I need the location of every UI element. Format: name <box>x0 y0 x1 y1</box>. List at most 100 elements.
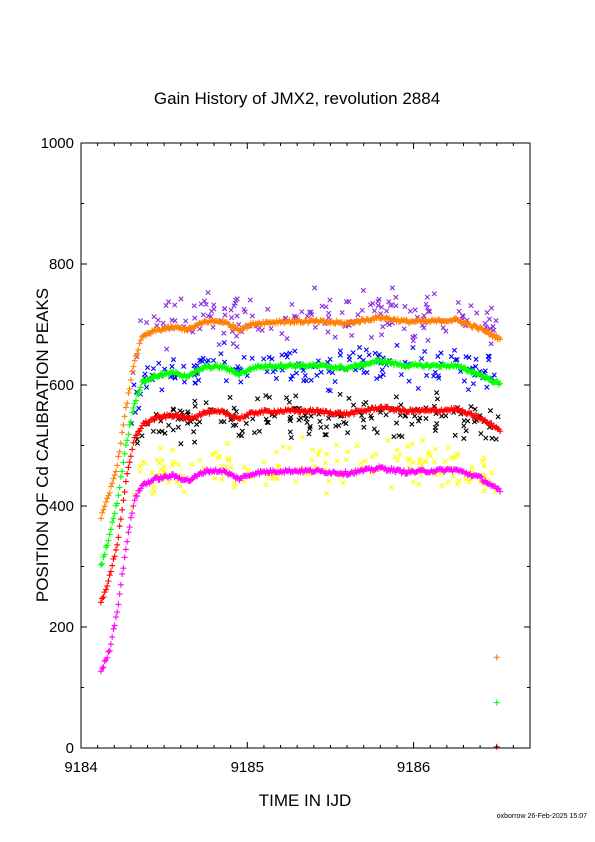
scatter-point <box>419 355 425 362</box>
smooth-point <box>467 321 474 328</box>
smooth-point <box>117 516 124 523</box>
y-tick-label: 1000 <box>41 135 74 152</box>
scatter-point <box>465 386 471 393</box>
scatter-point <box>412 307 418 313</box>
scatter-point <box>423 415 429 422</box>
x-axis-ticks: 9184 9185 9186 <box>64 143 514 776</box>
scatter-point <box>463 476 469 482</box>
smooth-point <box>109 562 116 569</box>
scatter-point <box>374 375 380 382</box>
x-tick-label: 9185 <box>231 759 264 776</box>
scatter-point <box>263 393 269 399</box>
scatter-point <box>156 360 162 366</box>
smooth-point <box>106 572 113 579</box>
smooth-point <box>99 509 106 516</box>
smooth-point <box>136 340 143 347</box>
smooth-point <box>110 625 117 632</box>
scatter-point <box>201 298 208 304</box>
scatter-point <box>374 430 380 436</box>
smooth-point <box>121 488 128 495</box>
scatter-point <box>210 324 216 330</box>
scatter-point <box>423 301 429 307</box>
scatter-point <box>486 316 493 322</box>
scatter-point <box>139 433 145 439</box>
scatter-point <box>203 301 209 307</box>
scatter-point <box>261 356 267 362</box>
scatter-point <box>239 428 245 434</box>
smooth-point <box>136 387 143 394</box>
scatter-point <box>481 488 487 494</box>
scatter-point <box>346 353 352 360</box>
scatter-point <box>249 355 255 361</box>
scatter-point <box>368 413 374 419</box>
smooth-point <box>120 565 127 572</box>
scatter-point <box>227 394 233 400</box>
scatter-point <box>398 372 405 378</box>
scatter-point <box>287 429 293 435</box>
smooth-point <box>106 647 113 654</box>
scatter-point <box>149 491 156 497</box>
scatter-point <box>266 394 273 400</box>
scatter-point <box>454 357 460 363</box>
smooth-point <box>100 664 107 671</box>
smooth-point <box>129 510 136 517</box>
scatter-point <box>288 435 294 441</box>
scatter-point <box>333 423 339 429</box>
scatter-point <box>481 455 487 461</box>
scatter-point <box>377 373 383 380</box>
scatter-point <box>284 336 290 342</box>
scatter-point <box>149 470 155 476</box>
smooth-point <box>101 551 108 558</box>
smooth-point <box>112 546 119 553</box>
scatter-point <box>218 419 224 425</box>
scatter-point <box>317 448 323 454</box>
smooth-point <box>230 367 237 374</box>
smooth-point <box>116 448 123 455</box>
scatter-point <box>421 325 427 331</box>
smooth-point <box>97 561 104 568</box>
smooth-point <box>114 609 121 616</box>
scatter-point <box>161 464 167 470</box>
scatter-point <box>349 332 355 338</box>
scatter-point <box>386 299 392 305</box>
scatter-point <box>296 417 302 423</box>
scatter-point <box>443 413 449 419</box>
y-tick-label: 400 <box>49 498 74 515</box>
smooth-point <box>112 614 119 621</box>
smooth-point <box>130 439 137 446</box>
smooth-point <box>126 385 133 392</box>
smooth-point <box>197 412 204 419</box>
smooth-point <box>112 468 119 475</box>
scatter-point <box>380 372 386 378</box>
scatter-point <box>299 309 305 315</box>
scatter-point <box>203 400 209 406</box>
scatter-point <box>322 460 329 466</box>
smooth-point <box>472 412 479 419</box>
smooth-point <box>129 446 136 453</box>
smooth-point <box>277 361 284 368</box>
scatter-point <box>489 435 495 441</box>
scatter-point <box>379 304 385 310</box>
smooth-point <box>134 493 141 500</box>
scatter-point <box>312 285 318 291</box>
marker-point <box>493 654 500 661</box>
smooth-point <box>132 397 139 404</box>
smooth-point <box>484 328 491 335</box>
scatter-point <box>422 348 428 355</box>
scatter-point <box>309 447 316 453</box>
scatter-point <box>482 320 488 327</box>
scatter-point <box>469 464 475 470</box>
scatter-point <box>215 455 221 461</box>
scatter-point <box>162 468 168 475</box>
scatter-point <box>466 479 472 485</box>
scatter-point <box>309 457 315 463</box>
scatter-point <box>337 348 343 354</box>
scatter-point <box>159 458 165 464</box>
scatter-point <box>221 330 227 336</box>
scatter-point <box>245 467 251 474</box>
scatter-point <box>401 326 407 332</box>
scatter-point <box>250 416 256 422</box>
scatter-point <box>318 369 324 375</box>
footer-credit: oxborrow 26-Feb-2025 15:07 <box>497 813 587 820</box>
scatter-point <box>304 419 310 425</box>
